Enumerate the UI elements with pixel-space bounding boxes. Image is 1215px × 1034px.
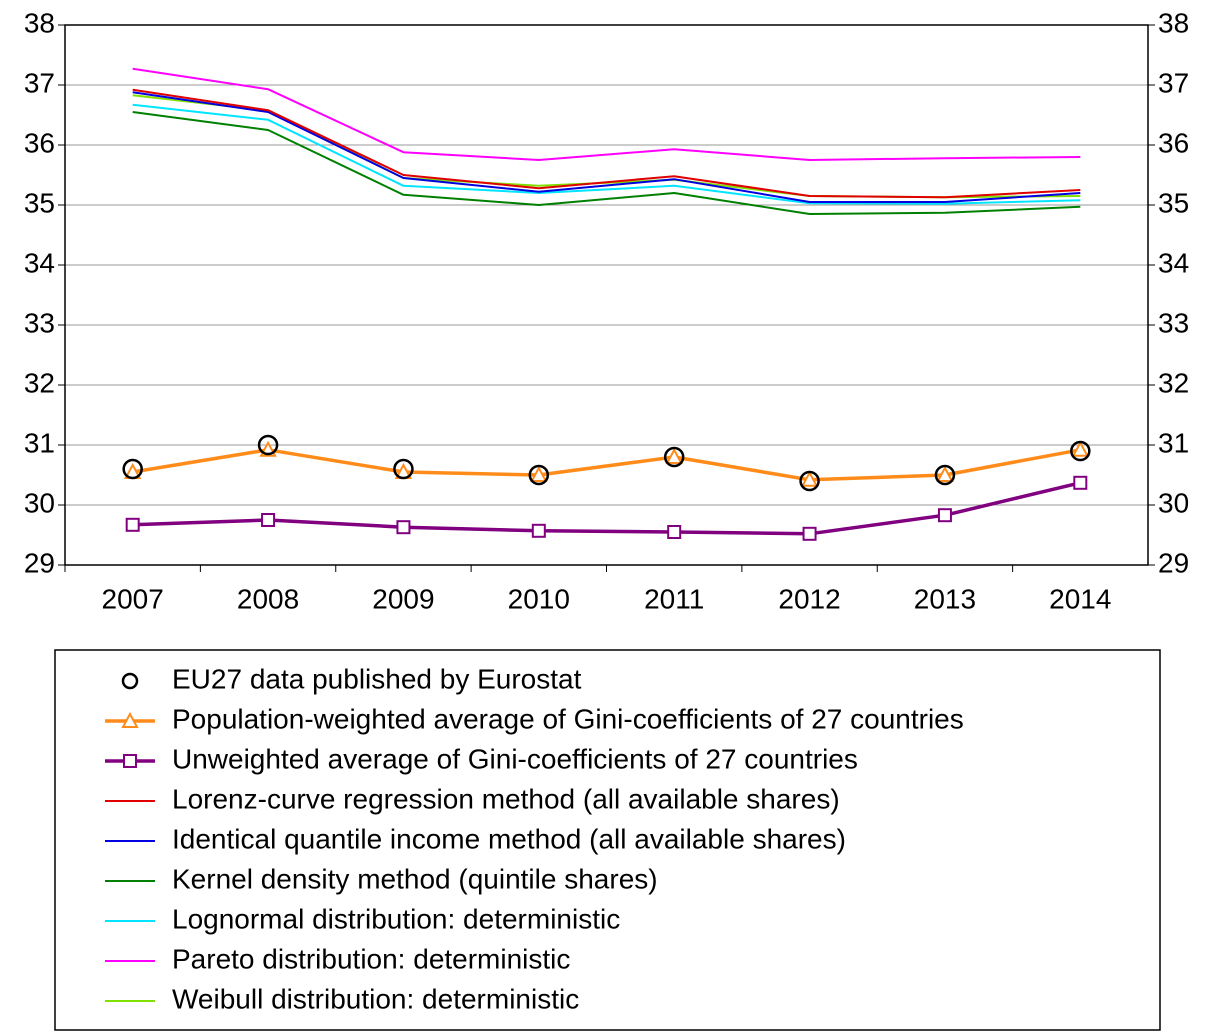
marker bbox=[665, 447, 683, 464]
legend-label: Kernel density method (quintile shares) bbox=[172, 863, 658, 894]
legend-label: Population-weighted average of Gini-coef… bbox=[172, 703, 964, 734]
marker bbox=[123, 754, 137, 768]
marker bbox=[396, 520, 411, 535]
y2-tick-label: 38 bbox=[1158, 7, 1189, 38]
legend-label: Identical quantile income method (all av… bbox=[172, 823, 846, 854]
marker bbox=[799, 470, 820, 492]
series-line bbox=[132, 448, 1081, 482]
series-line bbox=[132, 67, 1081, 161]
y2-tick-label: 29 bbox=[1158, 547, 1189, 578]
marker bbox=[122, 458, 143, 480]
marker bbox=[800, 470, 819, 487]
x-tick-label: 2014 bbox=[1049, 583, 1111, 614]
y2-tick-label: 33 bbox=[1158, 307, 1189, 338]
x-tick-label: 2010 bbox=[508, 583, 570, 614]
legend-label: Lorenz-curve regression method (all avai… bbox=[172, 783, 840, 814]
x-tick-label: 2012 bbox=[778, 583, 840, 614]
y-tick-label: 32 bbox=[24, 367, 55, 398]
legend-label: EU27 data published by Eurostat bbox=[172, 663, 582, 694]
y2-tick-label: 31 bbox=[1158, 427, 1189, 458]
legend-label: Weibull distribution: deterministic bbox=[172, 983, 579, 1014]
y-tick-label: 31 bbox=[24, 427, 55, 458]
y-tick-label: 34 bbox=[24, 247, 55, 278]
y-tick-label: 29 bbox=[24, 547, 55, 578]
x-tick-label: 2009 bbox=[372, 583, 434, 614]
marker bbox=[121, 672, 139, 690]
marker bbox=[528, 464, 550, 486]
marker bbox=[934, 464, 956, 486]
series-line bbox=[132, 91, 1081, 203]
marker bbox=[530, 465, 548, 482]
y2-tick-label: 37 bbox=[1158, 67, 1189, 98]
marker bbox=[936, 465, 954, 482]
legend-label: Lognormal distribution: deterministic bbox=[172, 903, 620, 934]
marker bbox=[663, 446, 685, 468]
y-tick-label: 37 bbox=[24, 67, 55, 98]
marker bbox=[937, 508, 952, 523]
series-line bbox=[132, 88, 1081, 199]
y2-tick-label: 30 bbox=[1158, 487, 1189, 518]
legend-box bbox=[54, 649, 1161, 1031]
marker bbox=[121, 711, 139, 728]
series-line bbox=[132, 481, 1081, 536]
marker bbox=[1073, 475, 1088, 490]
marker bbox=[802, 526, 817, 541]
y2-tick-label: 36 bbox=[1158, 127, 1189, 158]
y2-tick-label: 34 bbox=[1158, 247, 1189, 278]
marker bbox=[531, 523, 546, 538]
marker bbox=[261, 513, 276, 527]
legend-label: Unweighted average of Gini-coefficients … bbox=[172, 743, 858, 774]
y2-tick-label: 35 bbox=[1158, 187, 1189, 218]
legend-label: Pareto distribution: deterministic bbox=[172, 943, 570, 974]
marker bbox=[667, 525, 682, 539]
marker bbox=[257, 434, 279, 456]
y-tick-label: 33 bbox=[24, 307, 55, 338]
y-tick-label: 30 bbox=[24, 487, 55, 518]
series-line bbox=[132, 111, 1081, 215]
x-tick-label: 2013 bbox=[914, 583, 976, 614]
series-line bbox=[132, 103, 1081, 205]
marker bbox=[1071, 440, 1089, 457]
x-tick-label: 2008 bbox=[237, 583, 299, 614]
y2-tick-label: 32 bbox=[1158, 367, 1189, 398]
y-tick-label: 38 bbox=[24, 7, 55, 38]
x-tick-label: 2007 bbox=[102, 583, 164, 614]
y-tick-label: 35 bbox=[24, 187, 55, 218]
marker bbox=[393, 458, 414, 480]
y-tick-label: 36 bbox=[24, 127, 55, 158]
marker bbox=[1070, 440, 1091, 462]
marker bbox=[125, 517, 140, 532]
x-tick-label: 2011 bbox=[644, 583, 704, 614]
